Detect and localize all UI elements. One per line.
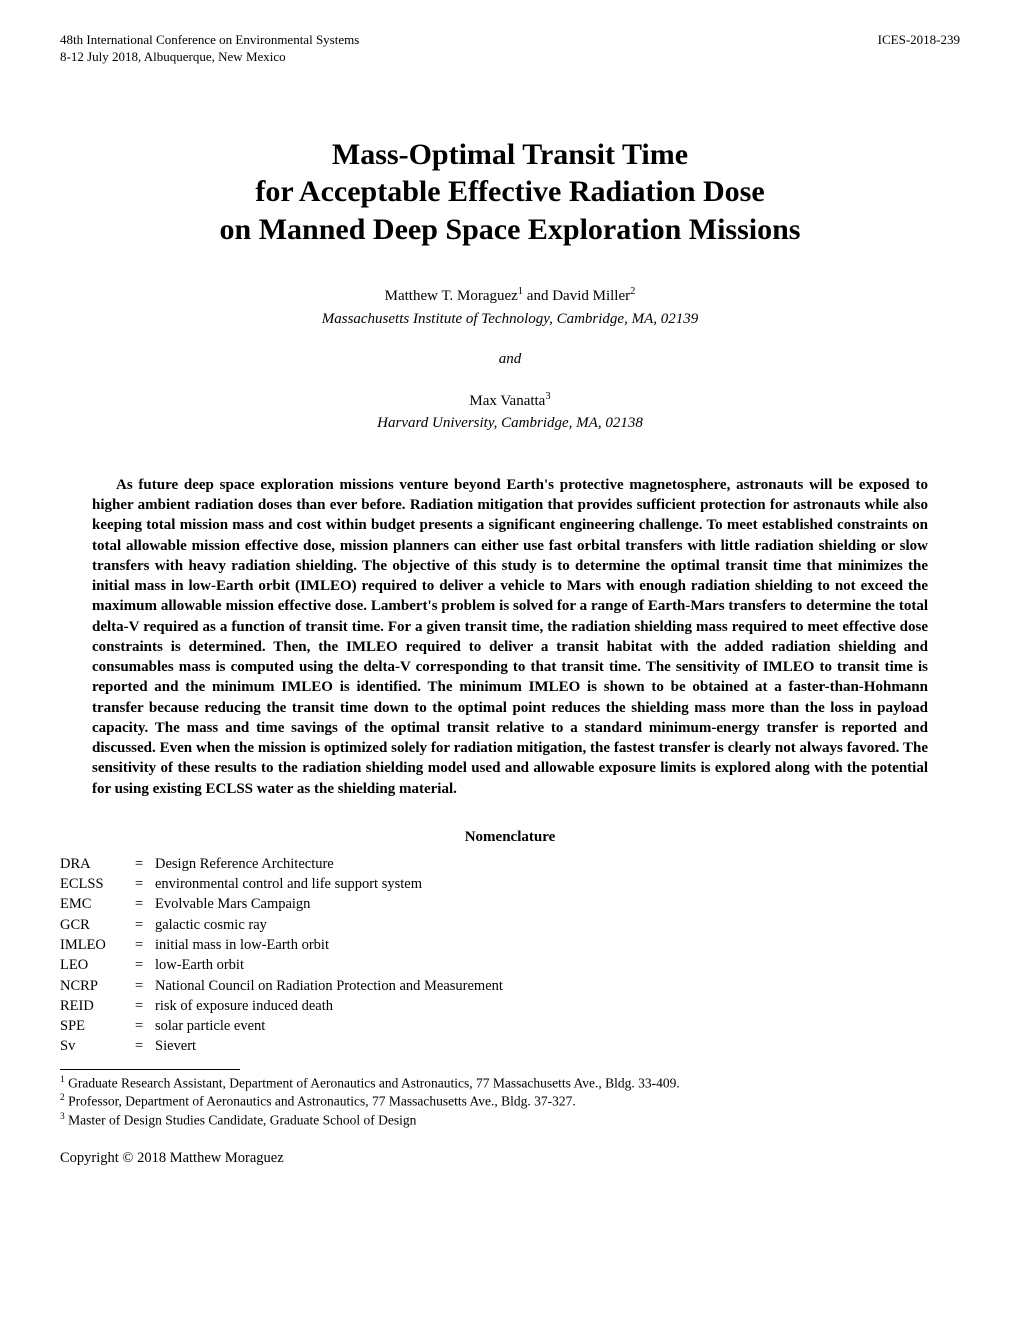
- nomenclature-def: solar particle event: [155, 1016, 960, 1036]
- author-name: Max Vanatta: [469, 393, 545, 409]
- nomenclature-def: low-Earth orbit: [155, 955, 960, 975]
- nomenclature-abbr: DRA: [60, 854, 135, 874]
- header-left: 48th International Conference on Environ…: [60, 32, 359, 66]
- affiliation-2: Harvard University, Cambridge, MA, 02138: [60, 412, 960, 435]
- nomenclature-eq: =: [135, 996, 155, 1016]
- author-name: and David Miller: [523, 288, 630, 304]
- nomenclature-row: DRA = Design Reference Architecture: [60, 854, 960, 874]
- title-line-2: for Acceptable Effective Radiation Dose: [60, 173, 960, 211]
- nomenclature-row: NCRP = National Council on Radiation Pro…: [60, 976, 960, 996]
- author-footnote-ref: 3: [545, 391, 550, 402]
- nomenclature-abbr: Sv: [60, 1036, 135, 1056]
- affiliation-1: Massachusetts Institute of Technology, C…: [60, 308, 960, 331]
- nomenclature-row: REID = risk of exposure induced death: [60, 996, 960, 1016]
- nomenclature-row: EMC = Evolvable Mars Campaign: [60, 894, 960, 914]
- nomenclature-abbr: ECLSS: [60, 874, 135, 894]
- title-line-3: on Manned Deep Space Exploration Mission…: [60, 211, 960, 249]
- nomenclature-eq: =: [135, 955, 155, 975]
- author-group-2: Max Vanatta3: [60, 389, 960, 413]
- page-header: 48th International Conference on Environ…: [60, 32, 960, 66]
- nomenclature-row: IMLEO = initial mass in low-Earth orbit: [60, 935, 960, 955]
- nomenclature-def: Evolvable Mars Campaign: [155, 894, 960, 914]
- nomenclature-abbr: SPE: [60, 1016, 135, 1036]
- nomenclature-table: DRA = Design Reference Architecture ECLS…: [60, 854, 960, 1057]
- footnote: 2 Professor, Department of Aeronautics a…: [60, 1092, 960, 1111]
- author-footnote-ref: 2: [630, 286, 635, 297]
- nomenclature-abbr: NCRP: [60, 976, 135, 996]
- nomenclature-abbr: IMLEO: [60, 935, 135, 955]
- footnotes: 1 Graduate Research Assistant, Departmen…: [60, 1074, 960, 1130]
- nomenclature-eq: =: [135, 1036, 155, 1056]
- author-group-1: Matthew T. Moraguez1 and David Miller2: [60, 284, 960, 308]
- nomenclature-def: Design Reference Architecture: [155, 854, 960, 874]
- authors-block: Matthew T. Moraguez1 and David Miller2 M…: [60, 284, 960, 435]
- footnote-rule: [60, 1069, 240, 1070]
- conference-name: 48th International Conference on Environ…: [60, 32, 359, 49]
- nomenclature-def: risk of exposure induced death: [155, 996, 960, 1016]
- nomenclature-row: LEO = low-Earth orbit: [60, 955, 960, 975]
- paper-title: Mass-Optimal Transit Time for Acceptable…: [60, 136, 960, 249]
- nomenclature-eq: =: [135, 854, 155, 874]
- footnote-text: Graduate Research Assistant, Department …: [65, 1075, 680, 1090]
- nomenclature-def: initial mass in low-Earth orbit: [155, 935, 960, 955]
- nomenclature-row: SPE = solar particle event: [60, 1016, 960, 1036]
- nomenclature-abbr: GCR: [60, 915, 135, 935]
- nomenclature-def: galactic cosmic ray: [155, 915, 960, 935]
- conference-date-location: 8-12 July 2018, Albuquerque, New Mexico: [60, 49, 359, 66]
- nomenclature-heading: Nomenclature: [60, 829, 960, 846]
- abstract-text: As future deep space exploration mission…: [92, 475, 928, 799]
- author-name: Matthew T. Moraguez: [385, 288, 518, 304]
- footnote-text: Master of Design Studies Candidate, Grad…: [65, 1113, 417, 1128]
- authors-and: and: [60, 348, 960, 371]
- footnote: 1 Graduate Research Assistant, Departmen…: [60, 1074, 960, 1093]
- nomenclature-eq: =: [135, 874, 155, 894]
- nomenclature-abbr: EMC: [60, 894, 135, 914]
- nomenclature-row: GCR = galactic cosmic ray: [60, 915, 960, 935]
- nomenclature-def: environmental control and life support s…: [155, 874, 960, 894]
- nomenclature-abbr: REID: [60, 996, 135, 1016]
- nomenclature-eq: =: [135, 935, 155, 955]
- footnote: 3 Master of Design Studies Candidate, Gr…: [60, 1111, 960, 1130]
- footnote-text: Professor, Department of Aeronautics and…: [65, 1094, 576, 1109]
- nomenclature-def: Sievert: [155, 1036, 960, 1056]
- paper-id: ICES-2018-239: [878, 32, 960, 66]
- nomenclature-eq: =: [135, 894, 155, 914]
- nomenclature-abbr: LEO: [60, 955, 135, 975]
- nomenclature-def: National Council on Radiation Protection…: [155, 976, 960, 996]
- nomenclature-eq: =: [135, 976, 155, 996]
- title-line-1: Mass-Optimal Transit Time: [60, 136, 960, 174]
- copyright-notice: Copyright © 2018 Matthew Moraguez: [60, 1150, 960, 1167]
- nomenclature-eq: =: [135, 915, 155, 935]
- nomenclature-row: ECLSS = environmental control and life s…: [60, 874, 960, 894]
- nomenclature-eq: =: [135, 1016, 155, 1036]
- nomenclature-row: Sv = Sievert: [60, 1036, 960, 1056]
